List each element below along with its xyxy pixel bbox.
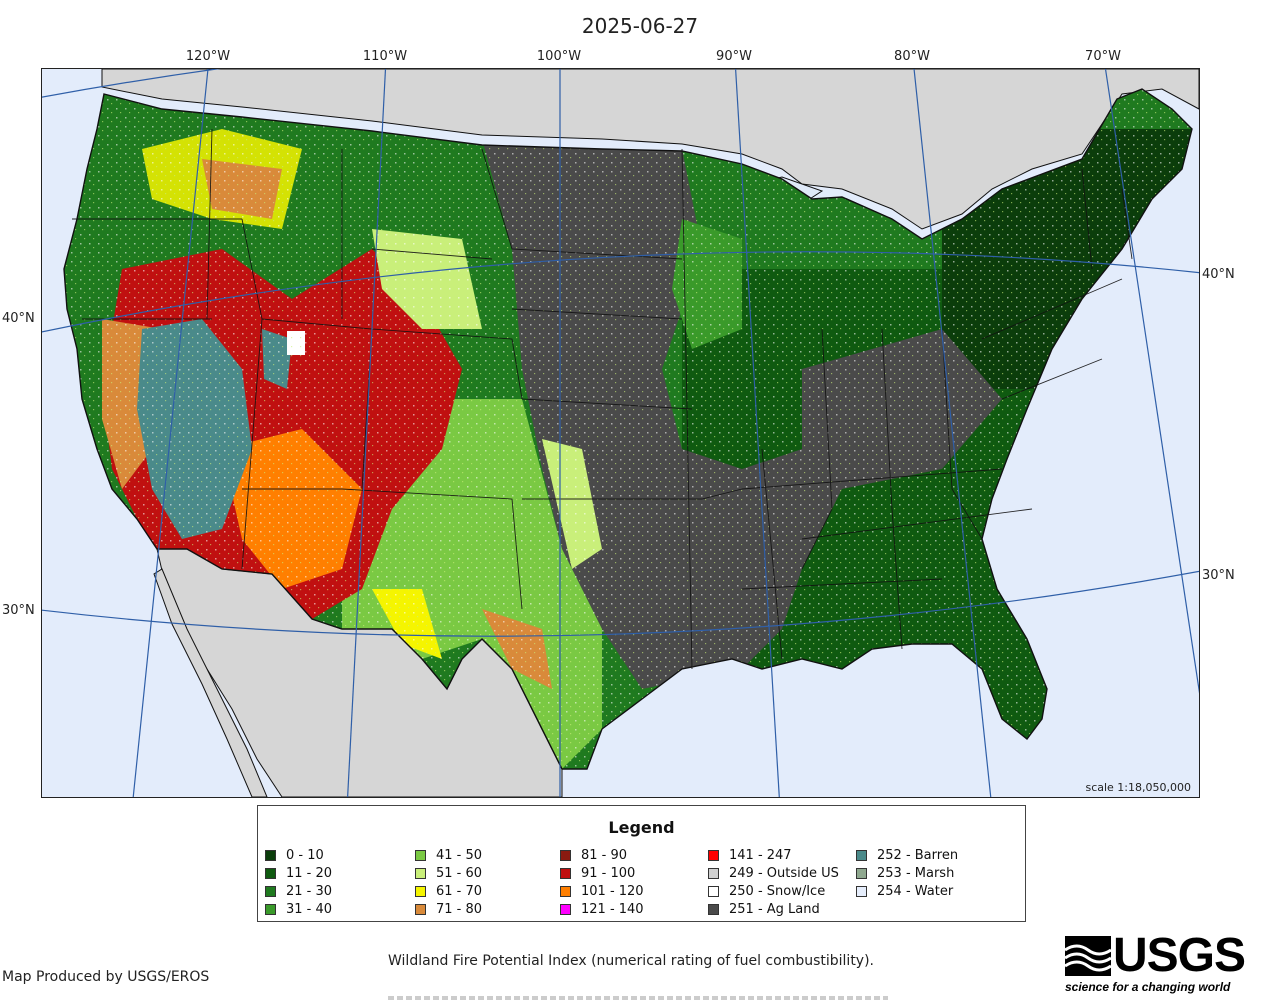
legend-swatch [265, 885, 276, 897]
legend-swatch [265, 867, 276, 879]
legend-swatch [415, 903, 426, 915]
legend-item: 71 - 80 [415, 900, 482, 918]
legend-label: 51 - 60 [436, 865, 483, 881]
map-caption: Wildland Fire Potential Index (numerical… [388, 953, 875, 969]
legend-swatch [415, 849, 426, 861]
legend-item: 251 - Ag Land [708, 900, 839, 918]
legend-item: 121 - 140 [560, 900, 644, 918]
legend-item: 41 - 50 [415, 846, 482, 864]
usgs-tagline: science for a changing world [1065, 980, 1231, 994]
legend-label: 41 - 50 [436, 847, 483, 863]
lat-label-30n-right: 30°N [1202, 568, 1235, 583]
map-canvas: scale 1:18,050,000 [42, 69, 1199, 797]
lon-label-80w: 80°W [894, 49, 930, 64]
lat-label-40n-right: 40°N [1202, 267, 1235, 282]
legend-swatch [560, 885, 571, 897]
legend-label: 101 - 120 [581, 883, 644, 899]
legend-label: 141 - 247 [729, 847, 792, 863]
usgs-logo: USGS science for a changing world [1065, 929, 1246, 996]
lon-label-120w: 120°W [185, 49, 231, 64]
legend-swatch [708, 885, 719, 897]
fire-potential-map: scale 1:18,050,000 [41, 68, 1200, 798]
legend-item: 0 - 10 [265, 846, 332, 864]
legend-label: 252 - Barren [877, 847, 959, 863]
faint-footer-text [388, 996, 888, 1000]
legend-item: 254 - Water [856, 882, 958, 900]
legend-swatch [856, 867, 867, 879]
legend-item: 101 - 120 [560, 882, 644, 900]
state-boundaries [72, 128, 1133, 670]
legend-column: 0 - 10 11 - 20 21 - 30 31 - 40 [265, 846, 332, 918]
legend-label: 71 - 80 [436, 901, 483, 917]
legend-item: 21 - 30 [265, 882, 332, 900]
usgs-wave-icon [1065, 936, 1111, 976]
legend-item: 250 - Snow/Ice [708, 882, 839, 900]
legend-label: 81 - 90 [581, 847, 628, 863]
map-date: 2025-06-27 [581, 14, 699, 38]
legend-label: 254 - Water [877, 883, 954, 899]
legend-label: 11 - 20 [286, 865, 333, 881]
legend-column: 141 - 247 249 - Outside US 250 - Snow/Ice 2… [708, 846, 839, 918]
legend-item: 51 - 60 [415, 864, 482, 882]
legend-title: Legend [608, 818, 675, 837]
legend-label: 61 - 70 [436, 883, 483, 899]
legend-box: Legend 0 - 10 11 - 20 21 - 30 31 - 40 41 - 5… [257, 805, 1026, 922]
produced-by-credit: Map Produced by USGS/EROS [2, 969, 210, 985]
legend-item: 141 - 247 [708, 846, 839, 864]
lon-label-100w: 100°W [536, 49, 582, 64]
lon-label-70w: 70°W [1085, 49, 1121, 64]
legend-label: 251 - Ag Land [729, 901, 820, 917]
legend-swatch [708, 867, 719, 879]
legend-swatch [265, 903, 276, 915]
legend-column: 81 - 90 91 - 100 101 - 120 121 - 140 [560, 846, 644, 918]
legend-item: 11 - 20 [265, 864, 332, 882]
legend-label: 253 - Marsh [877, 865, 955, 881]
lon-label-90w: 90°W [716, 49, 752, 64]
legend-column: 41 - 50 51 - 60 61 - 70 71 - 80 [415, 846, 482, 918]
legend-item: 253 - Marsh [856, 864, 958, 882]
legend-swatch [265, 849, 276, 861]
graticule [42, 69, 1199, 797]
legend-label: 21 - 30 [286, 883, 333, 899]
legend-swatch [856, 849, 867, 861]
legend-swatch [708, 903, 719, 915]
legend-item: 61 - 70 [415, 882, 482, 900]
legend-label: 249 - Outside US [729, 865, 839, 881]
lon-label-110w: 110°W [362, 49, 408, 64]
map-scale: scale 1:18,050,000 [1085, 781, 1191, 794]
usgs-logo-text: USGS [1113, 929, 1246, 982]
legend-item: 249 - Outside US [708, 864, 839, 882]
legend-column: 252 - Barren 253 - Marsh 254 - Water [856, 846, 958, 900]
legend-swatch [415, 867, 426, 879]
legend-swatch [708, 849, 719, 861]
legend-item: 31 - 40 [265, 900, 332, 918]
legend-item: 252 - Barren [856, 846, 958, 864]
baja-land [153, 568, 268, 797]
legend-item: 81 - 90 [560, 846, 644, 864]
legend-label: 250 - Snow/Ice [729, 883, 826, 899]
lat-label-40n-left: 40°N [2, 311, 35, 326]
legend-swatch [415, 885, 426, 897]
legend-label: 91 - 100 [581, 865, 636, 881]
legend-label: 0 - 10 [286, 847, 324, 863]
legend-swatch [560, 867, 571, 879]
legend-label: 31 - 40 [286, 901, 333, 917]
lat-label-30n-left: 30°N [2, 603, 35, 618]
legend-label: 121 - 140 [581, 901, 644, 917]
legend-swatch [560, 903, 571, 915]
legend-item: 91 - 100 [560, 864, 644, 882]
legend-swatch [560, 849, 571, 861]
legend-swatch [856, 885, 867, 897]
